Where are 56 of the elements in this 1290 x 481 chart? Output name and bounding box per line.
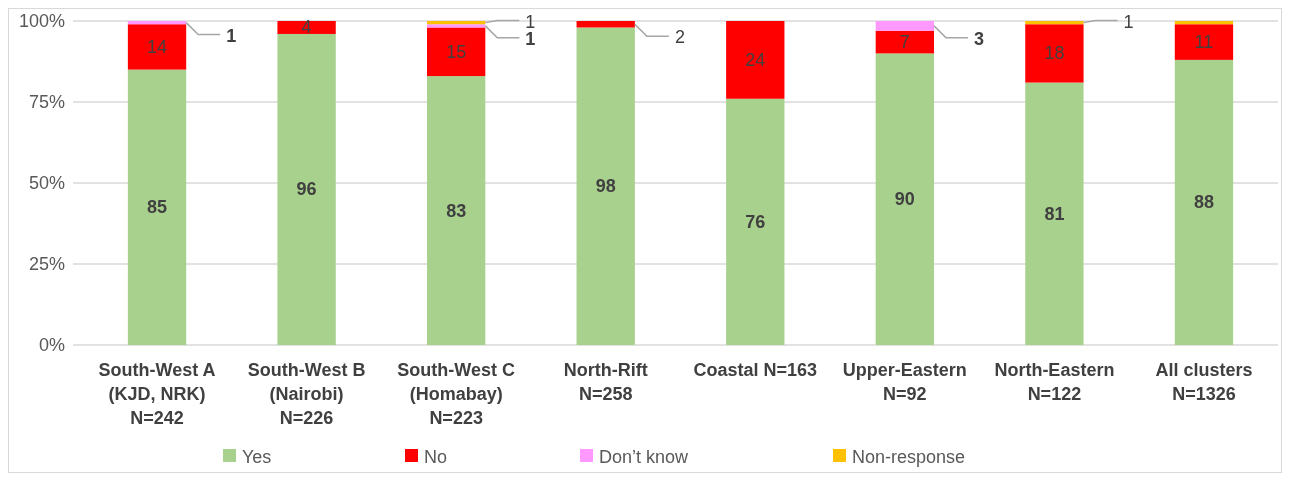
data-label: 81: [1044, 203, 1065, 224]
bar: [1025, 24, 1084, 83]
data-label: 11: [1194, 32, 1214, 53]
bar: [426, 27, 486, 77]
data-label: 88: [1193, 192, 1214, 213]
data-label: 24: [745, 49, 766, 70]
x-tick-label: North-Eastern N=122: [994, 360, 1115, 404]
bar: [127, 69, 187, 345]
bar: [426, 76, 486, 345]
bar: [726, 21, 785, 99]
data-label: 4: [301, 17, 312, 38]
data-label: 85: [147, 197, 168, 218]
legend-label: Non-response: [852, 447, 966, 467]
legend-label: No: [424, 447, 448, 467]
data-label: 76: [745, 211, 766, 232]
bar: [127, 24, 187, 70]
x-tick-label: South-West B (Nairobi) N=226: [247, 360, 366, 428]
y-tick-label: 100%: [18, 11, 65, 31]
y-tick-label: 0%: [38, 335, 65, 355]
bar: [576, 21, 635, 28]
bar: [1174, 24, 1234, 60]
bar: [1174, 59, 1234, 345]
bar: [277, 33, 336, 345]
legend-label: Yes: [242, 447, 272, 467]
data-label: 7: [899, 32, 910, 53]
bar: [1174, 21, 1234, 25]
data-label: 1: [226, 25, 237, 46]
data-label: 15: [446, 41, 467, 62]
bar: [127, 21, 187, 25]
data-label: 83: [446, 200, 467, 221]
bar: [1025, 21, 1084, 25]
x-tick-label: South-West C (Homabay) N=223: [397, 360, 515, 428]
x-tick-label: All clusters N=1326: [1155, 360, 1253, 404]
y-tick-label: 50%: [28, 173, 65, 193]
bar: [576, 27, 635, 345]
bar: [875, 53, 935, 345]
bar: [875, 21, 935, 31]
x-tick-label: North-Rift N=258: [563, 360, 648, 404]
bar: [726, 98, 785, 345]
y-tick-label: 25%: [28, 254, 65, 274]
x-tick-label: Coastal N=163: [693, 360, 818, 380]
y-tick-label: 75%: [28, 92, 65, 112]
data-label: 14: [147, 36, 168, 57]
bar: [875, 30, 935, 54]
bar: [1025, 82, 1084, 345]
data-label: 96: [296, 179, 317, 200]
x-tick-label: South-West A (KJD, NRK) N=242: [98, 360, 216, 428]
data-label: 98: [595, 176, 616, 197]
bar: [277, 21, 336, 34]
legend-label: Don’t know: [599, 447, 690, 467]
data-label: 18: [1044, 43, 1065, 64]
data-label: 1: [1123, 11, 1134, 32]
x-tick-label: Upper-Eastern N=92: [842, 360, 967, 404]
data-label: 2: [674, 27, 685, 48]
data-label: 3: [974, 28, 985, 49]
data-label: 90: [894, 189, 915, 210]
